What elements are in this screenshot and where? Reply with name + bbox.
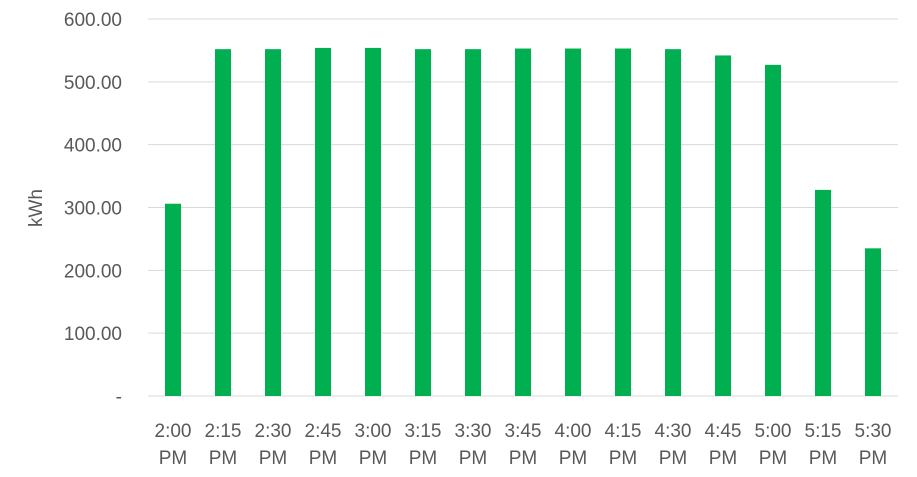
x-tick-label-time: 4:15 xyxy=(605,421,642,442)
x-tick-label-time: 5:30 xyxy=(855,421,892,442)
x-tick-label-period: PM xyxy=(659,448,688,469)
bar xyxy=(565,48,581,396)
bar xyxy=(815,189,831,396)
bar xyxy=(865,248,881,396)
x-tick-label-time: 5:15 xyxy=(805,421,842,442)
bars xyxy=(165,47,881,397)
x-tick-label-time: 2:45 xyxy=(305,421,342,442)
x-tick-label-time: 3:30 xyxy=(455,421,492,442)
x-tick-label-time: 3:00 xyxy=(355,421,392,442)
bar xyxy=(465,49,481,396)
bar xyxy=(715,55,731,397)
x-tick-label-period: PM xyxy=(409,448,438,469)
bar xyxy=(265,49,281,396)
x-tick-label-period: PM xyxy=(459,448,488,469)
y-axis-tick-labels: - 100.00 200.00 300.00 400.00 500.00 600.00 xyxy=(64,10,122,408)
x-tick-label-period: PM xyxy=(809,448,838,469)
y-tick-label: 400.00 xyxy=(64,136,122,157)
x-tick-label-period: PM xyxy=(609,448,638,469)
x-tick-label-period: PM xyxy=(209,448,238,469)
x-tick-label-period: PM xyxy=(759,448,788,469)
x-tick-label-period: PM xyxy=(259,448,288,469)
x-tick-label-time: 3:15 xyxy=(405,421,442,442)
y-tick-label: 300.00 xyxy=(64,199,122,220)
x-tick-label-period: PM xyxy=(559,448,588,469)
x-tick-label-period: PM xyxy=(359,448,388,469)
y-tick-label: 100.00 xyxy=(64,324,122,345)
x-tick-label-time: 2:30 xyxy=(255,421,292,442)
x-tick-label-period: PM xyxy=(859,448,888,469)
x-tick-label-time: 4:00 xyxy=(555,421,592,442)
bar xyxy=(315,47,331,397)
x-tick-label-time: 2:15 xyxy=(205,421,242,442)
y-tick-label: 500.00 xyxy=(64,73,122,94)
x-tick-label-time: 4:30 xyxy=(655,421,692,442)
y-axis-title: kWh xyxy=(26,189,47,227)
bar xyxy=(765,64,781,396)
bar xyxy=(415,49,431,396)
bar xyxy=(215,49,231,396)
bar xyxy=(365,47,381,397)
y-tick-label: 600.00 xyxy=(64,10,122,31)
x-tick-label-time: 4:45 xyxy=(705,421,742,442)
x-tick-label-time: 3:45 xyxy=(505,421,542,442)
x-tick-label-period: PM xyxy=(309,448,338,469)
y-tick-label: 200.00 xyxy=(64,261,122,282)
y-tick-label: - xyxy=(116,387,122,408)
bar xyxy=(665,49,681,396)
x-axis-tick-labels: 2:00 PM 2:15 PM 2:30 PM 2:45 PM 3:00 PM 3:15 PM 3:30… xyxy=(155,421,892,469)
x-tick-label-time: 5:00 xyxy=(755,421,792,442)
x-tick-label-period: PM xyxy=(159,448,188,469)
x-tick-label-period: PM xyxy=(709,448,738,469)
bar xyxy=(165,203,181,396)
bar xyxy=(615,48,631,396)
x-tick-label-time: 2:00 xyxy=(155,421,192,442)
bar xyxy=(515,48,531,396)
x-tick-label-period: PM xyxy=(509,448,538,469)
